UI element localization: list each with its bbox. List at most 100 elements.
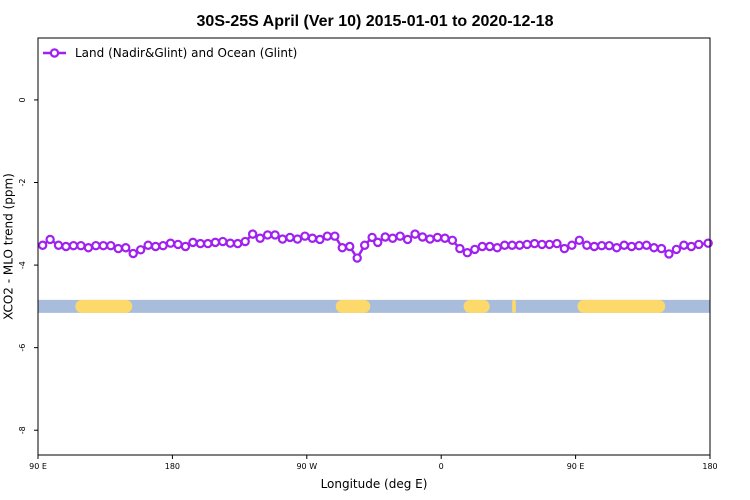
y-axis: 0 -2 -4 -6 -8 <box>18 97 38 434</box>
data-point <box>128 248 138 259</box>
data-point <box>611 243 622 253</box>
data-point <box>634 240 644 251</box>
legend-marker <box>49 48 60 58</box>
data-point <box>656 243 667 254</box>
data-point <box>367 232 377 243</box>
data-point <box>626 241 637 252</box>
data-point <box>337 243 347 253</box>
data-point <box>686 241 697 252</box>
data-point <box>537 239 547 250</box>
data-point <box>345 241 355 252</box>
x-tick-label: 180 <box>165 462 180 471</box>
data-point <box>322 231 333 241</box>
data-point <box>447 235 458 246</box>
data-point <box>359 240 370 250</box>
data-point <box>240 236 250 247</box>
data-point <box>225 238 235 248</box>
y-axis-label: XCO2 - MLO trend (ppm) <box>2 173 16 320</box>
data-point <box>425 234 435 244</box>
land-segment <box>75 299 133 313</box>
data-point <box>432 232 443 243</box>
ocean-band <box>38 299 710 313</box>
data-point <box>417 232 428 242</box>
data-point <box>694 239 704 250</box>
x-tick-label: 90 E <box>29 462 47 471</box>
series-layer <box>37 229 713 263</box>
data-point <box>703 238 713 248</box>
y-tick-label: 0 <box>18 97 27 102</box>
data-point <box>462 247 473 258</box>
data-point <box>567 240 577 250</box>
data-point <box>68 240 79 251</box>
data-point <box>387 233 398 243</box>
data-point <box>664 249 674 259</box>
data-point <box>300 231 310 241</box>
data-point <box>262 230 273 240</box>
data-point <box>285 232 295 243</box>
data-point <box>76 240 86 251</box>
data-point <box>507 240 517 250</box>
y-tick-label: -8 <box>18 426 27 434</box>
data-point <box>233 238 243 249</box>
data-point <box>270 230 280 240</box>
data-point <box>135 245 146 255</box>
data-point <box>61 241 71 252</box>
data-point <box>492 243 502 253</box>
data-point <box>485 241 495 252</box>
chart-title: 30S-25S April (Ver 10) 2015-01-01 to 202… <box>197 13 554 30</box>
data-point <box>255 233 265 243</box>
data-point <box>559 243 570 254</box>
x-tick-label: 0 <box>439 462 444 471</box>
data-point <box>671 244 682 255</box>
x-axis: 90 E 180 90 W 0 90 E 180 <box>29 455 718 471</box>
data-point <box>544 239 555 250</box>
data-point <box>330 231 340 241</box>
surface-band <box>38 299 710 313</box>
data-point <box>188 237 198 248</box>
data-point <box>440 233 450 243</box>
data-point <box>195 238 206 249</box>
data-point <box>574 235 585 246</box>
data-point <box>552 238 562 249</box>
x-tick-label: 90 W <box>296 462 317 471</box>
data-point <box>210 237 221 248</box>
data-point <box>649 243 659 253</box>
data-point <box>402 234 413 245</box>
data-point <box>158 240 168 251</box>
y-tick-label: -2 <box>18 179 27 187</box>
data-point <box>597 240 607 251</box>
data-point <box>477 241 487 252</box>
data-point <box>679 240 689 250</box>
data-point <box>277 234 288 244</box>
x-tick-label: 90 E <box>567 462 585 471</box>
data-point <box>455 243 465 254</box>
plot-frame <box>37 37 711 456</box>
data-point <box>470 244 480 255</box>
data-point <box>529 238 540 249</box>
data-point <box>604 240 614 251</box>
data-point <box>165 238 176 248</box>
data-point <box>380 232 390 242</box>
data-point <box>641 240 652 250</box>
data-point <box>113 243 123 254</box>
data-point <box>582 240 592 250</box>
data-point <box>121 243 131 253</box>
y-tick-label: -4 <box>18 261 27 269</box>
data-point <box>180 241 191 252</box>
x-tick-label: 180 <box>702 462 717 471</box>
data-point <box>53 240 64 250</box>
data-point <box>150 241 161 252</box>
data-point <box>45 234 55 245</box>
data-point <box>373 237 383 248</box>
data-point <box>352 253 362 263</box>
land-segment <box>463 299 490 313</box>
data-point <box>619 240 629 250</box>
data-point <box>173 239 183 250</box>
data-point <box>410 229 420 239</box>
x-axis-label: Longitude (deg E) <box>321 477 428 491</box>
data-point <box>98 240 109 251</box>
data-point <box>395 231 405 241</box>
land-segment <box>512 299 516 313</box>
data-point <box>514 240 525 250</box>
